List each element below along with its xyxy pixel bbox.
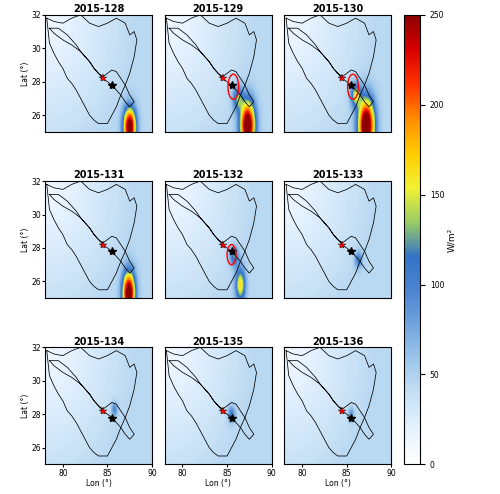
Y-axis label: Lat (°): Lat (°): [20, 61, 30, 85]
Title: 2015-134: 2015-134: [73, 336, 124, 346]
Y-axis label: W/m²: W/m²: [447, 227, 456, 252]
Title: 2015-129: 2015-129: [192, 4, 244, 14]
Title: 2015-132: 2015-132: [192, 170, 244, 180]
X-axis label: Lon (°): Lon (°): [86, 479, 112, 488]
Title: 2015-133: 2015-133: [312, 170, 364, 180]
Title: 2015-135: 2015-135: [192, 336, 244, 346]
Title: 2015-130: 2015-130: [312, 4, 364, 14]
Y-axis label: Lat (°): Lat (°): [20, 227, 30, 252]
Title: 2015-128: 2015-128: [73, 4, 124, 14]
X-axis label: Lon (°): Lon (°): [325, 479, 350, 488]
Title: 2015-131: 2015-131: [73, 170, 124, 180]
Title: 2015-136: 2015-136: [312, 336, 364, 346]
Y-axis label: Lat (°): Lat (°): [20, 394, 30, 418]
X-axis label: Lon (°): Lon (°): [205, 479, 231, 488]
